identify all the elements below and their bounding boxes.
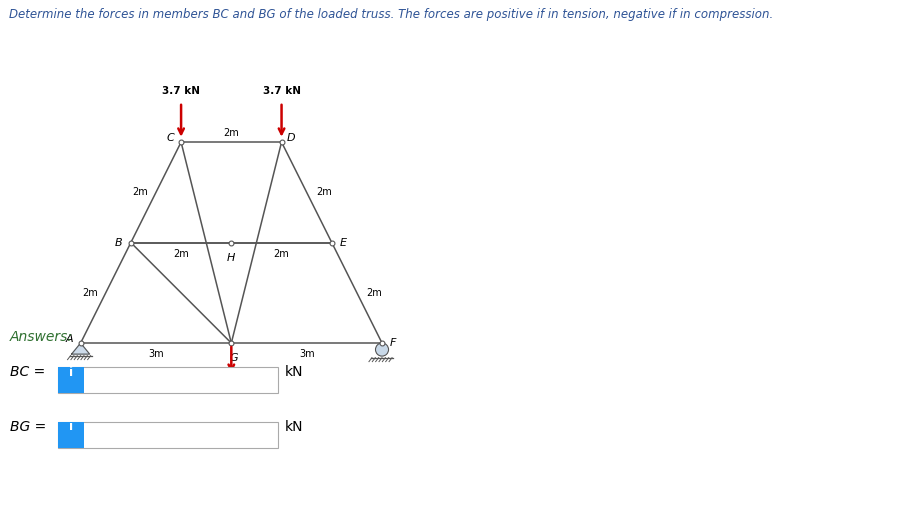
Circle shape — [375, 343, 388, 356]
Text: C: C — [166, 133, 174, 143]
Text: 3m: 3m — [299, 349, 315, 359]
Text: 2m: 2m — [366, 288, 383, 298]
Text: 3.7 kN: 3.7 kN — [263, 86, 301, 96]
FancyBboxPatch shape — [58, 367, 278, 393]
Text: kN: kN — [285, 420, 304, 434]
Text: D: D — [286, 133, 295, 143]
Text: 2m: 2m — [174, 248, 189, 259]
Text: H: H — [227, 252, 235, 263]
Text: BC =: BC = — [10, 365, 45, 379]
FancyBboxPatch shape — [58, 367, 84, 393]
Polygon shape — [72, 343, 90, 354]
Text: kN: kN — [285, 365, 304, 379]
Text: A: A — [65, 334, 74, 344]
Text: 2m: 2m — [82, 288, 97, 298]
Text: B: B — [115, 238, 122, 247]
Text: E: E — [339, 238, 346, 247]
Text: 3m: 3m — [148, 349, 164, 359]
FancyBboxPatch shape — [58, 422, 278, 448]
Text: 2m: 2m — [132, 187, 148, 197]
Text: Determine the forces in members BC and BG of the loaded truss. The forces are po: Determine the forces in members BC and B… — [9, 8, 774, 21]
Text: 2m: 2m — [224, 128, 239, 138]
Text: 2m: 2m — [274, 248, 289, 259]
Text: 2m: 2m — [316, 187, 332, 197]
Text: 4.1 kN: 4.1 kN — [213, 382, 250, 392]
Text: Answers:: Answers: — [10, 330, 73, 344]
Text: G: G — [229, 353, 238, 363]
Text: BG =: BG = — [10, 420, 46, 434]
Text: i: i — [69, 421, 73, 433]
Text: i: i — [69, 365, 73, 378]
Text: 3.7 kN: 3.7 kN — [162, 86, 200, 96]
Text: F: F — [390, 338, 396, 348]
FancyBboxPatch shape — [58, 422, 84, 448]
